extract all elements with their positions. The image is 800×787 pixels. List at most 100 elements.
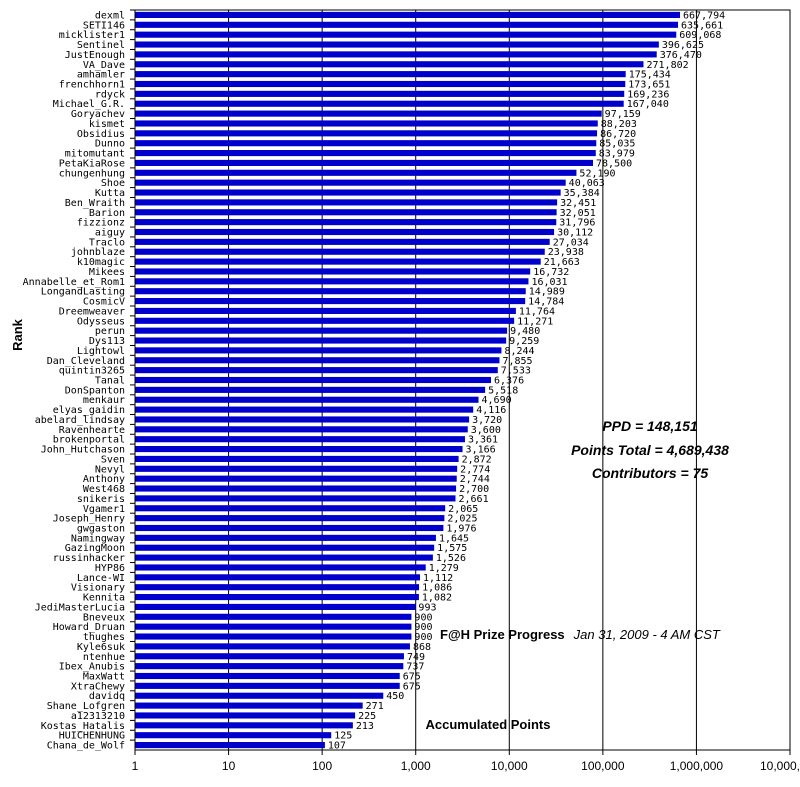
data-label: 450 bbox=[386, 691, 404, 702]
bar bbox=[135, 140, 597, 147]
bar bbox=[135, 455, 459, 462]
data-labels: 667,794635,661609,068396,625376,470271,8… bbox=[328, 10, 725, 751]
category-label: russinhacker bbox=[53, 553, 125, 564]
category-label: Kyle6suk bbox=[77, 642, 125, 653]
bar bbox=[135, 732, 332, 739]
stat-contributors: Contributors = 75 bbox=[592, 465, 709, 481]
category-label: abelard_lindsay bbox=[35, 415, 125, 426]
data-label: 675 bbox=[403, 681, 421, 692]
bar bbox=[135, 712, 356, 719]
x-axis-label: Accumulated Points bbox=[426, 717, 551, 732]
category-label: Barion bbox=[89, 208, 125, 219]
bar bbox=[135, 495, 456, 502]
data-label: 1,112 bbox=[423, 573, 453, 584]
category-label: JediMasterLucia bbox=[35, 602, 125, 613]
data-label: 2,065 bbox=[448, 504, 478, 515]
bar bbox=[135, 268, 531, 275]
category-label: Kennita bbox=[83, 593, 125, 604]
category-label: ntenhue bbox=[83, 652, 125, 663]
bar bbox=[135, 189, 561, 196]
data-label: 11,271 bbox=[517, 316, 553, 327]
data-label: 78,500 bbox=[596, 158, 632, 169]
data-label: 9,259 bbox=[509, 336, 539, 347]
category-label: Bneveux bbox=[83, 612, 125, 623]
bar bbox=[135, 672, 400, 680]
bar bbox=[135, 446, 463, 453]
data-label: 30,112 bbox=[557, 228, 593, 239]
category-label: John_Hutchason bbox=[41, 445, 125, 456]
bar bbox=[135, 722, 353, 729]
bar bbox=[135, 584, 420, 591]
category-label: JustEnough bbox=[65, 50, 125, 61]
data-label: 23,938 bbox=[548, 247, 584, 258]
data-label: 6,376 bbox=[494, 376, 524, 387]
category-label: Anthony bbox=[83, 474, 125, 485]
category-label: HUICHENHUNG bbox=[59, 731, 125, 742]
data-label: 32,451 bbox=[560, 198, 596, 209]
bar bbox=[135, 613, 412, 620]
data-label: 27,034 bbox=[553, 237, 589, 248]
x-tick-label: 10,000 bbox=[491, 759, 528, 773]
category-label: micklister1 bbox=[59, 30, 125, 41]
category-label: Lightowl bbox=[77, 346, 125, 357]
bar bbox=[135, 179, 566, 186]
category-labels: dexmlSETI146micklister1SentinelJustEnoug… bbox=[23, 9, 135, 752]
data-label: 900 bbox=[414, 612, 432, 623]
category-label: chungenhung bbox=[59, 168, 125, 179]
category-label: XtraChewy bbox=[71, 681, 125, 692]
bar bbox=[135, 31, 677, 38]
category-label: Kutta bbox=[95, 188, 125, 199]
bar bbox=[135, 396, 479, 403]
data-label: 40,063 bbox=[569, 178, 605, 189]
x-tick-label: 10 bbox=[222, 759, 236, 773]
bar bbox=[135, 564, 426, 571]
bar bbox=[135, 258, 541, 265]
bar bbox=[135, 41, 659, 48]
category-label: snikeris bbox=[77, 494, 125, 505]
bar bbox=[135, 278, 529, 285]
category-label: aiguy bbox=[95, 228, 125, 239]
bar bbox=[135, 51, 657, 58]
category-label: menkaur bbox=[83, 395, 125, 406]
data-label: 213 bbox=[356, 721, 374, 732]
category-label: Kostas_Hatalis bbox=[41, 721, 125, 732]
data-label: 125 bbox=[334, 731, 352, 742]
plot-frame bbox=[134, 9, 791, 751]
bar bbox=[135, 248, 545, 255]
bar bbox=[135, 692, 384, 699]
bars bbox=[135, 11, 681, 749]
category-label: Dreemweaver bbox=[59, 306, 125, 317]
bar bbox=[135, 367, 498, 374]
category-label: quintin3265 bbox=[59, 366, 125, 377]
bar bbox=[135, 416, 470, 423]
category-label: GazingMoon bbox=[65, 543, 125, 554]
category-label: Shoe bbox=[101, 178, 125, 189]
category-label: elyas_gaidin bbox=[53, 405, 125, 416]
category-label: Dan_Cleveland bbox=[47, 356, 125, 367]
category-label: Chana_de_Wolf bbox=[47, 741, 125, 752]
category-label: dexml bbox=[95, 10, 125, 21]
bar bbox=[135, 219, 557, 226]
data-label: 16,732 bbox=[533, 267, 569, 278]
chart-subtitle: Jan 31, 2009 - 4 AM CST bbox=[573, 627, 721, 642]
data-label: 271,802 bbox=[646, 60, 688, 71]
bar bbox=[135, 307, 516, 314]
bar bbox=[135, 505, 446, 512]
bar bbox=[135, 544, 435, 551]
bar bbox=[135, 653, 404, 660]
data-label: 107 bbox=[328, 741, 346, 752]
stat-ppd: PPD = 148,151 bbox=[602, 418, 698, 434]
data-label: 4,690 bbox=[482, 395, 512, 406]
bar bbox=[135, 524, 444, 532]
data-label: 5,518 bbox=[488, 385, 518, 396]
bar bbox=[135, 594, 419, 601]
data-label: 2,700 bbox=[459, 484, 489, 495]
category-label: Sven bbox=[101, 454, 125, 465]
y-axis-label: Rank bbox=[10, 318, 25, 351]
bar bbox=[135, 574, 421, 581]
stat-points-total: Points Total = 4,689,438 bbox=[571, 442, 729, 458]
bar bbox=[135, 347, 502, 354]
data-label: 7,533 bbox=[501, 366, 531, 377]
bar bbox=[135, 386, 486, 393]
